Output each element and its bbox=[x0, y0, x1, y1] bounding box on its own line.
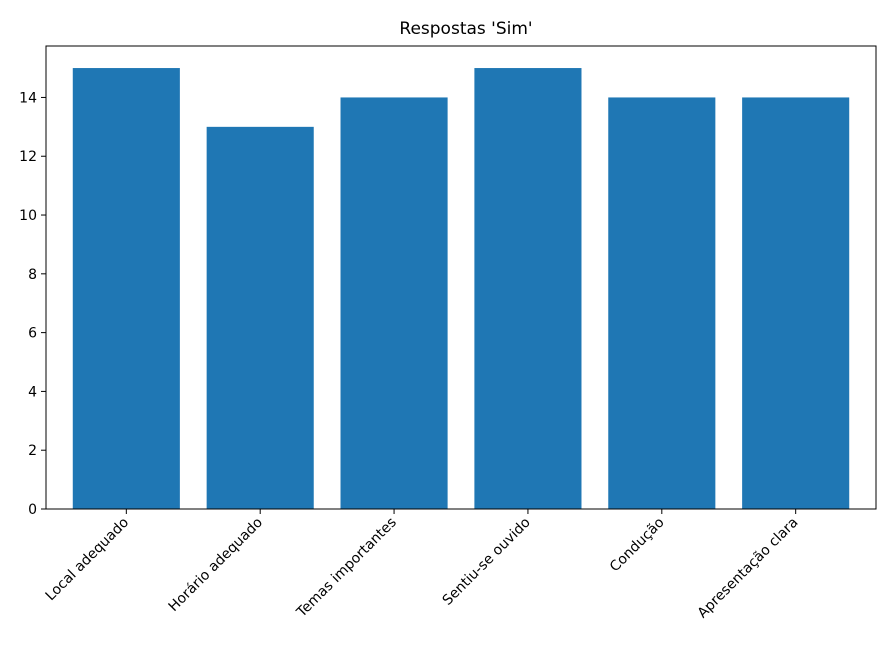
bar-3 bbox=[340, 97, 448, 509]
plot-frame bbox=[45, 45, 877, 510]
y-tick-label: 12 bbox=[19, 149, 37, 165]
bar-5 bbox=[608, 97, 716, 509]
x-tick-label: Local adequado bbox=[43, 515, 133, 605]
y-tick-label: 14 bbox=[19, 90, 37, 106]
bar-2 bbox=[206, 126, 314, 509]
bars-group bbox=[72, 68, 850, 510]
x-tick-label: Condução bbox=[607, 515, 668, 576]
x-tick-label: Horário adequado bbox=[166, 515, 266, 615]
y-tick-label: 8 bbox=[28, 267, 37, 283]
x-tick-label: Apresentação clara bbox=[695, 515, 802, 622]
chart-title: Respostas 'Sim' bbox=[399, 19, 532, 39]
y-tick-label: 2 bbox=[28, 443, 37, 459]
bar-4 bbox=[474, 68, 582, 510]
y-tick-label: 6 bbox=[28, 326, 37, 342]
x-tick-label: Temas importantes bbox=[293, 515, 400, 622]
y-tick-label: 10 bbox=[19, 208, 37, 224]
y-axis: 0 2 4 6 8 10 12 14 bbox=[19, 90, 46, 518]
bar-6 bbox=[742, 97, 850, 509]
bar-1 bbox=[72, 68, 180, 510]
y-tick-label: 0 bbox=[28, 502, 37, 518]
x-axis: Local adequado Horário adequado Temas impo… bbox=[43, 509, 802, 621]
y-tick-label: 4 bbox=[28, 384, 37, 400]
x-tick-label: Sentiu-se ouvido bbox=[440, 515, 534, 609]
